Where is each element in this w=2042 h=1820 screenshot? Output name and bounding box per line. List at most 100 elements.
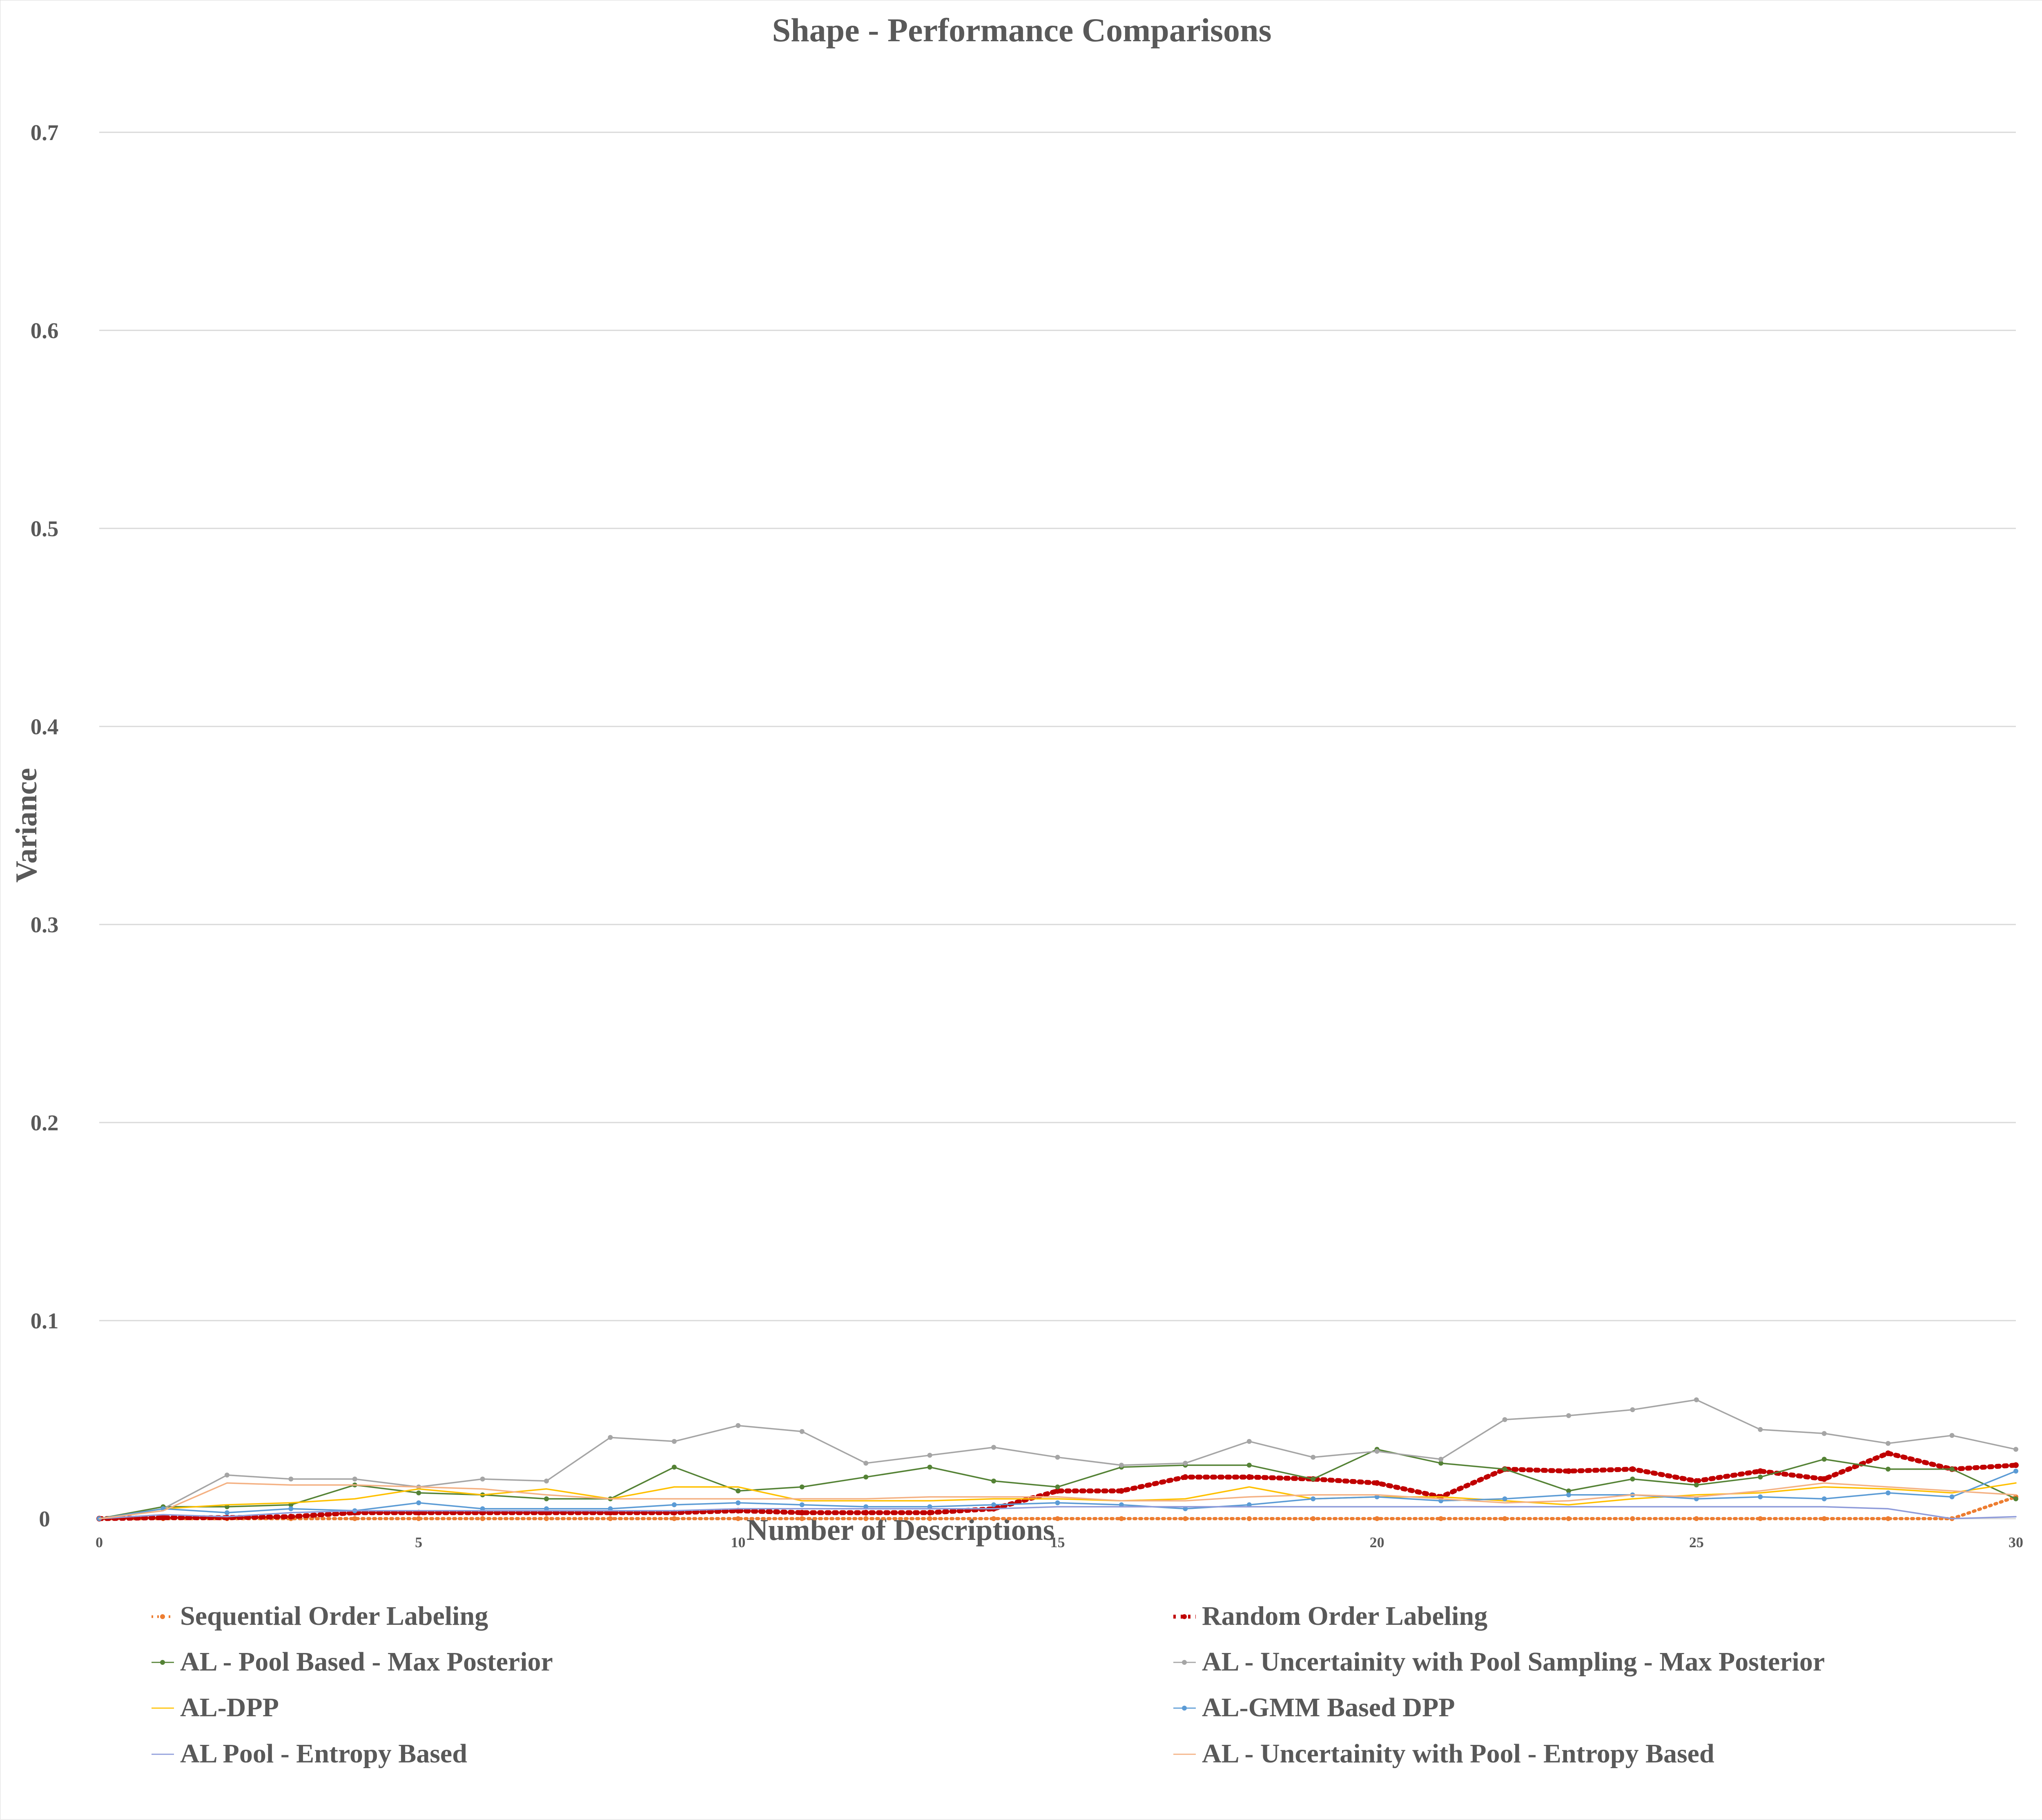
- axes: 0 0.1 0.2 0.3 0.4 0.5 0.6 0.7 0 5 10 15 20 25 30: [31, 120, 2023, 1550]
- x-tick-label: 30: [2009, 1534, 2023, 1550]
- data-point: [1886, 1466, 1891, 1472]
- data-point: [1821, 1457, 1827, 1462]
- data-point: [352, 1477, 357, 1481]
- data-point: [799, 1516, 805, 1521]
- data-point: [799, 1510, 805, 1516]
- data-point: [1438, 1516, 1444, 1521]
- data-point: [1566, 1488, 1571, 1494]
- data-point: [1438, 1461, 1444, 1466]
- data-point: [480, 1516, 485, 1521]
- x-tick-label: 10: [731, 1534, 745, 1550]
- data-point: [2013, 1447, 2018, 1452]
- data-point: [1119, 1516, 1124, 1521]
- data-point: [1119, 1502, 1124, 1508]
- data-point: [544, 1516, 549, 1521]
- data-point: [927, 1510, 933, 1516]
- data-point: [1374, 1516, 1380, 1521]
- data-point: [736, 1488, 741, 1494]
- data-point: [991, 1502, 996, 1508]
- legend-marker: [1182, 1706, 1187, 1711]
- data-point: [1438, 1457, 1444, 1462]
- data-point: [608, 1516, 613, 1521]
- y-tick-label: 0.3: [31, 912, 59, 937]
- data-point: [1183, 1516, 1188, 1521]
- data-point: [1055, 1455, 1060, 1460]
- data-point: [1183, 1461, 1188, 1466]
- data-point: [160, 1515, 166, 1521]
- data-point: [1246, 1502, 1252, 1508]
- legend-marker: [1182, 1614, 1187, 1619]
- data-point: [1821, 1431, 1827, 1436]
- data-point: [1821, 1516, 1827, 1521]
- x-tick-label: 5: [415, 1534, 422, 1550]
- y-tick-label: 0.7: [31, 120, 59, 145]
- legend-label: AL - Uncertainity with Pool - Entropy Ba…: [1202, 1739, 1714, 1769]
- data-point: [671, 1516, 677, 1521]
- y-tick-label: 0.4: [31, 714, 59, 739]
- data-point: [927, 1504, 932, 1509]
- data-point: [1182, 1474, 1188, 1480]
- data-point: [799, 1484, 805, 1490]
- data-point: [1949, 1433, 1955, 1438]
- data-point: [991, 1445, 996, 1450]
- data-point: [288, 1506, 294, 1511]
- data-point: [736, 1500, 741, 1506]
- series-line: [98, 1482, 2017, 1519]
- data-point: [1694, 1496, 1699, 1501]
- data-point: [1630, 1477, 1635, 1481]
- data-point: [1055, 1516, 1060, 1521]
- data-point: [352, 1516, 357, 1521]
- data-point: [863, 1461, 869, 1466]
- data-point: [2013, 1468, 2018, 1474]
- legend-marker: [1182, 1660, 1187, 1665]
- legend-marker: [160, 1660, 165, 1665]
- legend-marker: [160, 1614, 165, 1619]
- y-tick-label: 0.6: [31, 318, 59, 343]
- data-point: [927, 1452, 932, 1458]
- data-point: [1374, 1449, 1380, 1454]
- x-tick-label: 0: [96, 1534, 103, 1550]
- data-point: [1374, 1480, 1380, 1486]
- data-point: [1949, 1466, 1955, 1472]
- data-point: [1565, 1468, 1572, 1474]
- data-point: [1246, 1516, 1252, 1521]
- data-point: [991, 1516, 996, 1521]
- data-point: [863, 1516, 869, 1521]
- data-point: [1311, 1455, 1316, 1460]
- data-point: [1119, 1463, 1124, 1468]
- data-point: [288, 1477, 294, 1481]
- data-point: [224, 1510, 230, 1515]
- data-point: [1502, 1466, 1507, 1472]
- data-point: [1311, 1516, 1316, 1521]
- data-point: [863, 1475, 869, 1480]
- data-point: [1630, 1407, 1635, 1412]
- data-point: [1693, 1478, 1699, 1484]
- data-point: [1758, 1475, 1763, 1480]
- data-point: [416, 1490, 421, 1495]
- data-point: [1630, 1466, 1636, 1472]
- data-point: [608, 1435, 613, 1440]
- y-axis-title: Variance: [10, 768, 43, 883]
- x-tick-label: 20: [1370, 1534, 1384, 1550]
- data-point: [1758, 1494, 1763, 1499]
- data-point: [1246, 1439, 1252, 1444]
- data-point: [1502, 1417, 1507, 1422]
- data-point: [799, 1502, 805, 1508]
- data-point: [1566, 1516, 1571, 1521]
- data-point: [1502, 1516, 1507, 1521]
- data-point: [608, 1506, 613, 1511]
- legend: Sequential Order Labeling Random Order La…: [152, 1601, 1825, 1769]
- data-point: [671, 1502, 677, 1508]
- data-point: [1694, 1516, 1699, 1521]
- data-point: [1055, 1484, 1060, 1490]
- data-point: [671, 1439, 677, 1444]
- legend-label: AL - Uncertainity with Pool Sampling - M…: [1202, 1647, 1825, 1677]
- data-point: [1821, 1476, 1827, 1482]
- data-point: [927, 1516, 932, 1521]
- legend-label: AL-GMM Based DPP: [1202, 1693, 1455, 1722]
- data-point: [736, 1516, 741, 1521]
- data-point: [1694, 1397, 1699, 1402]
- x-tick-label: 25: [1689, 1534, 1704, 1550]
- data-point: [1246, 1474, 1252, 1480]
